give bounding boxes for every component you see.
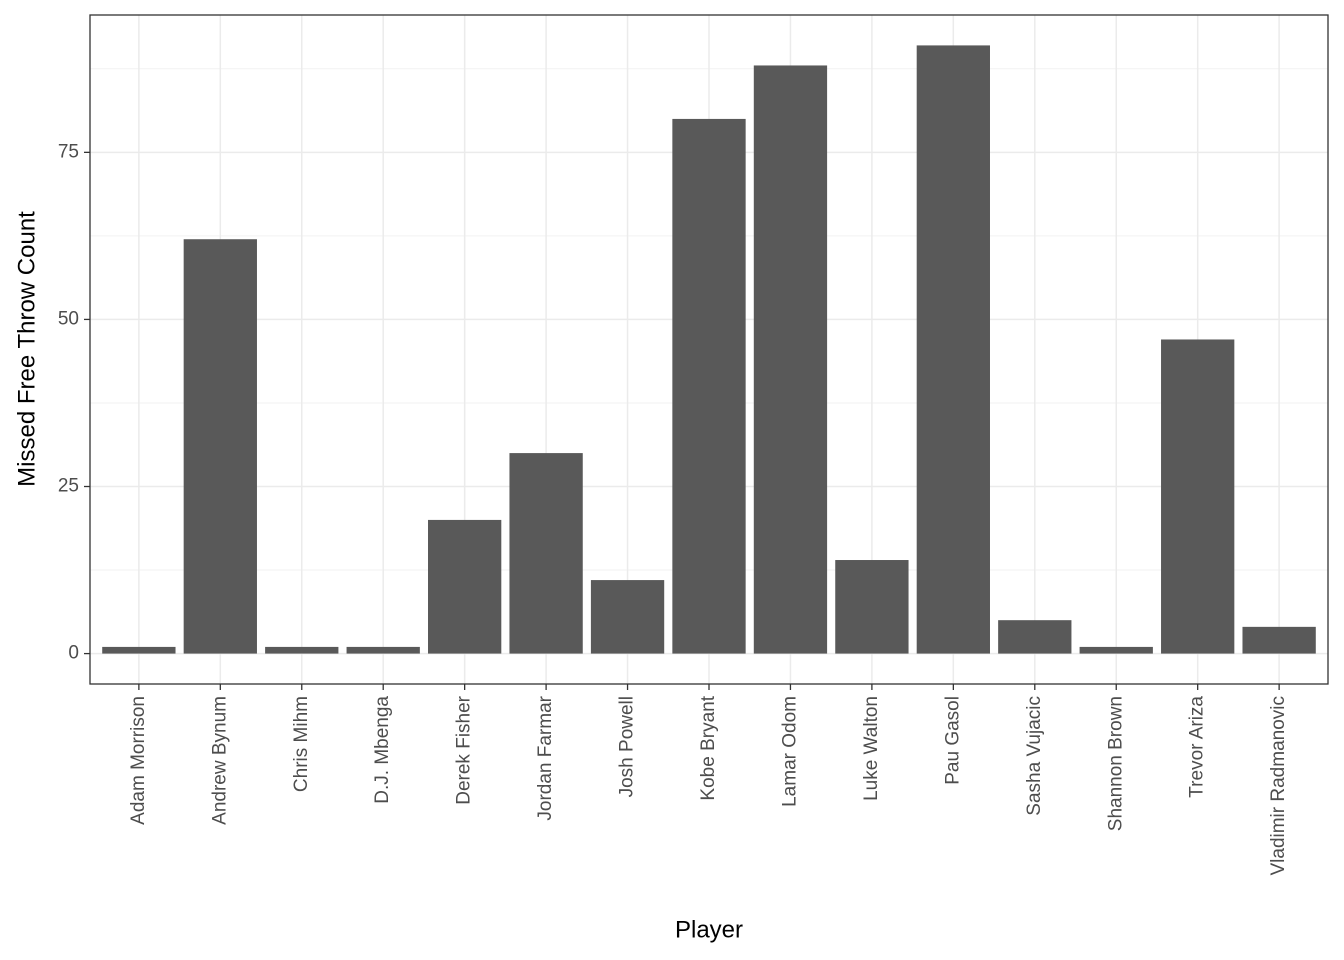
- bar: [1242, 626, 1316, 654]
- y-tick-label: 75: [58, 141, 79, 162]
- x-tick-label: Luke Walton: [861, 696, 882, 801]
- x-tick-label: Derek Fisher: [454, 695, 475, 804]
- bar: [590, 580, 665, 654]
- x-tick-label: Kobe Bryant: [698, 695, 719, 800]
- y-tick-label: 25: [58, 476, 79, 497]
- x-tick-label: Andrew Bynum: [209, 696, 230, 825]
- x-tick-label: D.J. Mbenga: [372, 696, 393, 804]
- bar: [183, 239, 257, 654]
- x-tick-label: Vladimir Radmanovic: [1268, 696, 1289, 876]
- y-tick-label: 50: [58, 308, 79, 329]
- bar: [346, 646, 420, 654]
- bar: [102, 646, 176, 654]
- bar: [428, 519, 502, 654]
- bar: [998, 620, 1072, 654]
- x-tick-label: Adam Morrison: [128, 696, 149, 825]
- x-tick-label: Jordan Farmar: [535, 695, 556, 820]
- x-tick-label: Trevor Ariza: [1187, 696, 1208, 798]
- bar: [916, 45, 990, 654]
- y-tick-label: 0: [68, 643, 79, 664]
- x-tick-label: Sasha Vujacic: [1024, 696, 1045, 816]
- x-tick-label: Chris Mihm: [291, 696, 312, 792]
- x-tick-label: Shannon Brown: [1105, 696, 1126, 831]
- x-axis-title: Player: [675, 916, 743, 943]
- bar: [835, 560, 909, 654]
- x-tick-label: Josh Powell: [617, 696, 638, 797]
- panel-border: [89, 14, 1329, 685]
- bar: [753, 65, 828, 654]
- x-tick-label: Lamar Odom: [779, 696, 800, 807]
- x-tick-label: Pau Gasol: [942, 696, 963, 785]
- y-axis-title: Missed Free Throw Count: [13, 211, 40, 487]
- bar: [265, 646, 339, 654]
- bar: [1079, 646, 1153, 654]
- bar: [672, 118, 746, 654]
- bar: [1161, 339, 1235, 654]
- bar: [509, 453, 583, 654]
